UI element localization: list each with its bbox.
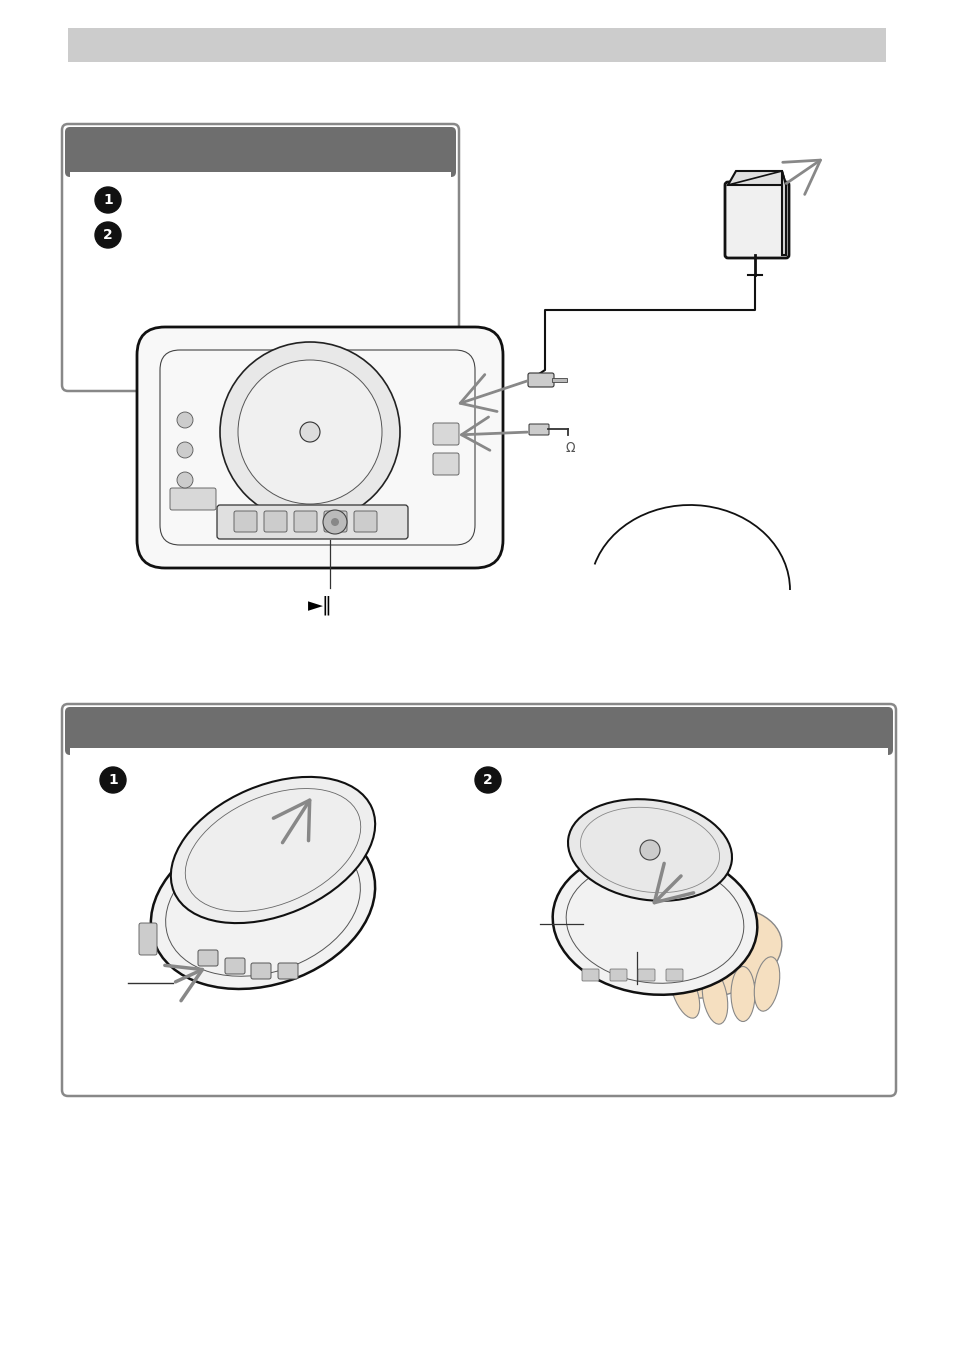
FancyBboxPatch shape [433, 423, 458, 445]
FancyBboxPatch shape [665, 969, 682, 981]
FancyBboxPatch shape [609, 969, 626, 981]
FancyBboxPatch shape [233, 512, 256, 532]
Bar [70, 748, 887, 763]
FancyBboxPatch shape [638, 969, 655, 981]
Bar [552, 379, 566, 383]
Circle shape [220, 342, 399, 522]
FancyBboxPatch shape [581, 969, 598, 981]
Circle shape [100, 767, 126, 792]
FancyBboxPatch shape [529, 423, 548, 436]
Circle shape [177, 442, 193, 459]
FancyBboxPatch shape [65, 128, 456, 176]
FancyBboxPatch shape [527, 373, 554, 387]
Circle shape [639, 840, 659, 860]
Circle shape [177, 472, 193, 489]
FancyBboxPatch shape [264, 512, 287, 532]
Circle shape [95, 187, 121, 213]
FancyBboxPatch shape [62, 704, 895, 1096]
Text: 1: 1 [103, 193, 112, 208]
Ellipse shape [754, 957, 779, 1011]
Text: 1: 1 [108, 773, 118, 787]
Polygon shape [727, 171, 785, 185]
FancyBboxPatch shape [62, 123, 458, 391]
Text: 2: 2 [482, 773, 493, 787]
FancyBboxPatch shape [354, 512, 376, 532]
Ellipse shape [730, 966, 754, 1022]
Ellipse shape [670, 966, 699, 1018]
Bar [70, 152, 451, 174]
FancyBboxPatch shape [277, 963, 297, 978]
Circle shape [323, 510, 347, 535]
Bar [70, 172, 451, 383]
Ellipse shape [567, 799, 731, 901]
FancyBboxPatch shape [324, 512, 347, 532]
Circle shape [177, 413, 193, 427]
FancyBboxPatch shape [225, 958, 245, 974]
Bar [68, 28, 885, 62]
Ellipse shape [638, 906, 781, 997]
FancyBboxPatch shape [139, 923, 157, 955]
Ellipse shape [611, 928, 659, 955]
Ellipse shape [552, 849, 757, 995]
Circle shape [95, 223, 121, 248]
Circle shape [237, 360, 381, 503]
FancyBboxPatch shape [216, 505, 408, 539]
Ellipse shape [701, 970, 727, 1025]
FancyBboxPatch shape [251, 963, 271, 978]
Ellipse shape [151, 821, 375, 989]
Ellipse shape [171, 778, 375, 923]
FancyBboxPatch shape [724, 182, 788, 258]
Circle shape [299, 422, 319, 442]
Text: 2: 2 [103, 228, 112, 242]
Circle shape [331, 518, 338, 527]
Text: ►‖: ►‖ [307, 596, 332, 615]
Bar [70, 731, 887, 752]
FancyBboxPatch shape [198, 950, 218, 966]
FancyBboxPatch shape [65, 707, 892, 754]
Polygon shape [781, 171, 785, 255]
FancyBboxPatch shape [433, 453, 458, 475]
FancyBboxPatch shape [294, 512, 316, 532]
FancyBboxPatch shape [137, 327, 502, 569]
FancyBboxPatch shape [170, 489, 215, 510]
Circle shape [475, 767, 500, 792]
Text: Ω: Ω [565, 441, 574, 455]
